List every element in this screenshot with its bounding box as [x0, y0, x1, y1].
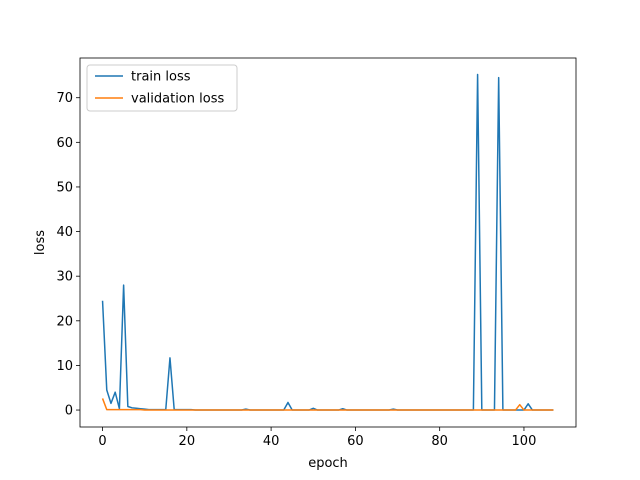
- y-tick-label: 20: [56, 314, 73, 329]
- y-tick-label: 70: [56, 91, 73, 106]
- series-line-validation-loss: [101, 398, 554, 411]
- x-tick-label: 40: [263, 434, 280, 449]
- x-tick-label: 0: [98, 434, 106, 449]
- legend: train loss validation loss: [86, 64, 238, 112]
- y-tick-label: 30: [56, 270, 73, 285]
- y-tick-label: 40: [56, 225, 73, 240]
- y-axis-label: loss: [33, 230, 48, 255]
- x-tick-label: 100: [512, 434, 537, 449]
- y-axis-ticks: 0 10 20 30 40 50 60 70: [56, 91, 80, 419]
- y-tick-label: 0: [65, 404, 73, 419]
- legend-label-train-loss: train loss: [131, 70, 191, 85]
- x-axis-label: epoch: [308, 456, 348, 471]
- x-tick-label: 60: [347, 434, 364, 449]
- x-tick-label: 80: [431, 434, 448, 449]
- y-tick-label: 60: [56, 136, 73, 151]
- plot-frame: [79, 57, 577, 428]
- plot-area: [101, 73, 554, 411]
- y-tick-label: 50: [56, 180, 73, 195]
- legend-label-validation-loss: validation loss: [131, 92, 224, 107]
- x-axis-ticks: 0 20 40 60 80 100: [98, 427, 536, 449]
- y-tick-label: 10: [56, 359, 73, 374]
- x-tick-label: 20: [179, 434, 196, 449]
- legend-box: [86, 64, 238, 112]
